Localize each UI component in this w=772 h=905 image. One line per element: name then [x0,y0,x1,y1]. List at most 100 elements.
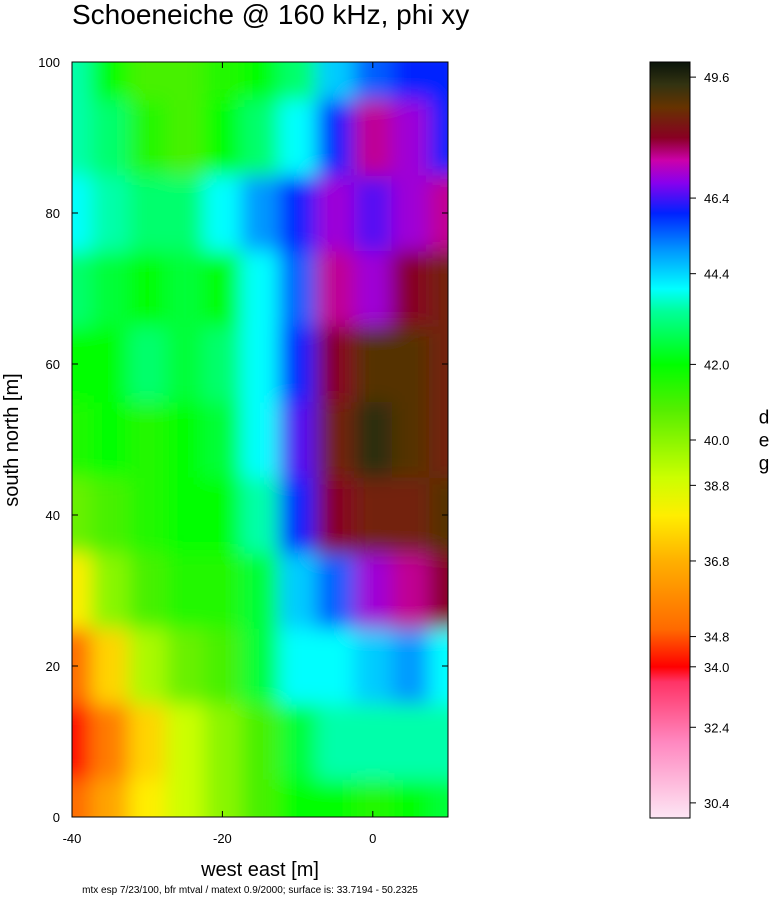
heatmap-cell [91,402,129,478]
heatmap-cell [204,553,242,629]
heatmap-cell [279,402,317,478]
heatmap-cell [429,477,468,553]
heatmap-cell [429,779,468,837]
footnote: mtx esp 7/23/100, bfr mtval / matext 0.9… [82,885,418,896]
colorbar-tick-label: 40.0 [704,433,729,448]
heatmap-cell [128,553,166,629]
heatmap-cell [316,477,354,553]
heatmap-cell [128,100,166,176]
heatmap-cell [204,402,242,478]
heatmap-cell [204,779,242,837]
heatmap-cell [279,175,317,251]
heatmap-cell [354,402,392,478]
heatmap-cell [354,326,392,402]
heatmap-cell [316,100,354,176]
colorbar-tick-label: 46.4 [704,191,729,206]
colorbar-label: deg [754,408,772,477]
y-tick-label: 100 [38,55,60,70]
heatmap-cell [316,779,354,837]
heatmap-cell [204,100,242,176]
heatmap-cell [392,779,430,837]
heatmap-cell [166,553,204,629]
heatmap-cell [128,628,166,704]
heatmap-cell [279,42,317,100]
heatmap-cell [166,704,204,780]
heatmap-cell [241,477,279,553]
y-tick-label: 20 [46,659,60,674]
heatmap-cell [241,553,279,629]
heatmap-cell [241,326,279,402]
heatmap-cell [241,100,279,176]
x-tick-label: -40 [63,831,82,846]
colorbar-tick-label: 36.8 [704,554,729,569]
heatmap-cell [166,251,204,327]
heatmap-cell [241,704,279,780]
heatmap-cells [52,42,469,838]
heatmap-cell [429,251,468,327]
colorbar-tick-label: 32.4 [704,720,729,735]
heatmap-cell [128,42,166,100]
heatmap-cell [128,779,166,837]
y-axis-label: south north [m] [1,373,23,506]
heatmap-cell [204,477,242,553]
heatmap-cell [429,175,468,251]
heatmap-cell [241,42,279,100]
colorbar-tick-label: 42.0 [704,357,729,372]
heatmap-cell [279,100,317,176]
heatmap-cell [316,251,354,327]
colorbar-tick-label: 34.8 [704,630,729,645]
heatmap-cell [91,628,129,704]
y-tick-label: 80 [46,206,60,221]
heatmap-cell [204,42,242,100]
y-tick-label: 60 [46,357,60,372]
heatmap-cell [279,326,317,402]
heatmap-cell [91,553,129,629]
heatmap-cell [392,326,430,402]
heatmap-cell [354,175,392,251]
colorbar-tick-label: 34.0 [704,660,729,675]
heatmap-cell [354,553,392,629]
heatmap-cell [354,251,392,327]
heatmap-cell [91,779,129,837]
heatmap-cell [128,175,166,251]
colorbar [650,62,690,818]
heatmap-cell [166,326,204,402]
heatmap-cell [91,704,129,780]
heatmap-cell [166,628,204,704]
heatmap-cell [429,402,468,478]
heatmap-cell [279,628,317,704]
heatmap-cell [392,42,430,100]
heatmap-cell [166,100,204,176]
heatmap-cell [241,175,279,251]
heatmap-cell [316,175,354,251]
heatmap-cell [204,251,242,327]
heatmap-cell [354,779,392,837]
heatmap-cell [91,477,129,553]
heatmap-cell [354,704,392,780]
colorbar-tick-label: 44.4 [704,267,729,282]
heatmap-cell [429,326,468,402]
heatmap-cell [392,402,430,478]
heatmap-cell [166,779,204,837]
heatmap-cell [429,553,468,629]
heatmap-cell [429,704,468,780]
heatmap-cell [204,326,242,402]
heatmap-cell [429,42,468,100]
heatmap-cell [204,175,242,251]
chart-title: Schoeneiche @ 160 kHz, phi xy [72,0,469,30]
x-tick-label: -20 [213,831,232,846]
heatmap-cell [91,175,129,251]
heatmap-cell [392,628,430,704]
heatmap-cell [392,251,430,327]
heatmap-cell [241,251,279,327]
heatmap-cell [392,175,430,251]
heatmap-cell [316,628,354,704]
heatmap-cell [316,402,354,478]
heatmap-cell [316,553,354,629]
heatmap-cell [204,704,242,780]
heatmap-cell [91,42,129,100]
heatmap-cell [392,477,430,553]
heatmap-cell [354,628,392,704]
x-tick-label: 0 [369,831,376,846]
heatmap-cell [392,704,430,780]
